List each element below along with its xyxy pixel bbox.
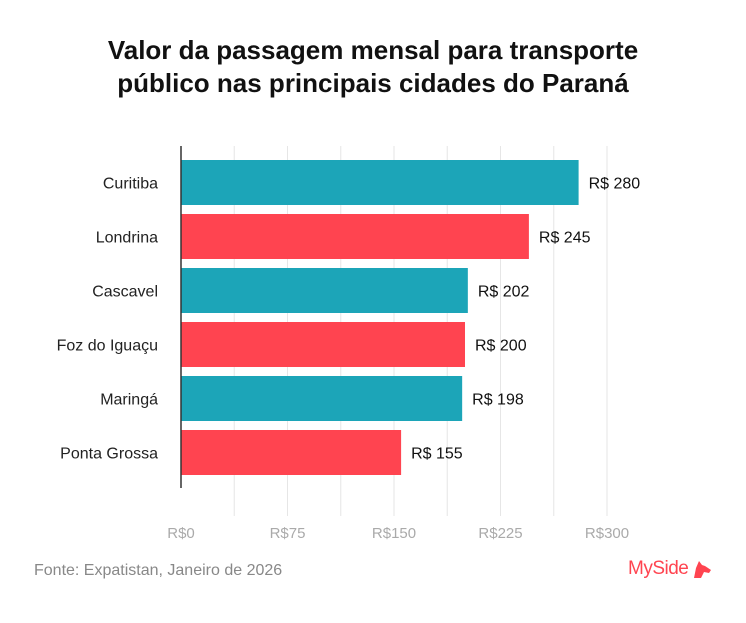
title-line-2: público nas principais cidades do Paraná bbox=[117, 68, 629, 98]
chart-title: Valor da passagem mensal para transporte… bbox=[0, 34, 746, 100]
category-label: Londrina bbox=[96, 230, 158, 247]
logo-text: MySide bbox=[628, 558, 689, 579]
bar-2 bbox=[181, 268, 468, 313]
title-line-1: Valor da passagem mensal para transporte bbox=[107, 35, 639, 65]
myside-logo: MySide bbox=[628, 558, 713, 580]
data-label: R$ 200 bbox=[475, 338, 527, 355]
bar-5 bbox=[181, 430, 402, 475]
bar-4 bbox=[181, 376, 463, 421]
data-label: R$ 155 bbox=[411, 446, 463, 463]
category-label: Maringá bbox=[100, 392, 158, 409]
x-tick-label: R$300 bbox=[585, 525, 629, 542]
x-tick-label: R$0 bbox=[167, 525, 195, 542]
data-label: R$ 198 bbox=[472, 392, 524, 409]
category-label: Foz do Iguaçu bbox=[57, 338, 158, 355]
bar-1 bbox=[181, 214, 529, 259]
data-label: R$ 280 bbox=[589, 176, 641, 193]
category-label: Curitiba bbox=[103, 176, 158, 193]
data-label: R$ 245 bbox=[539, 230, 591, 247]
x-tick-label: R$75 bbox=[270, 525, 306, 542]
bar-3 bbox=[181, 322, 465, 367]
category-label: Ponta Grossa bbox=[60, 446, 158, 463]
data-label: R$ 202 bbox=[478, 284, 530, 301]
source-note: Fonte: Expatistan, Janeiro de 2026 bbox=[34, 562, 283, 579]
category-label: Cascavel bbox=[92, 284, 158, 301]
bar-0 bbox=[181, 160, 579, 205]
x-tick-label: R$150 bbox=[372, 525, 416, 542]
x-tick-label: R$225 bbox=[478, 525, 522, 542]
dog-head-icon bbox=[694, 561, 712, 578]
